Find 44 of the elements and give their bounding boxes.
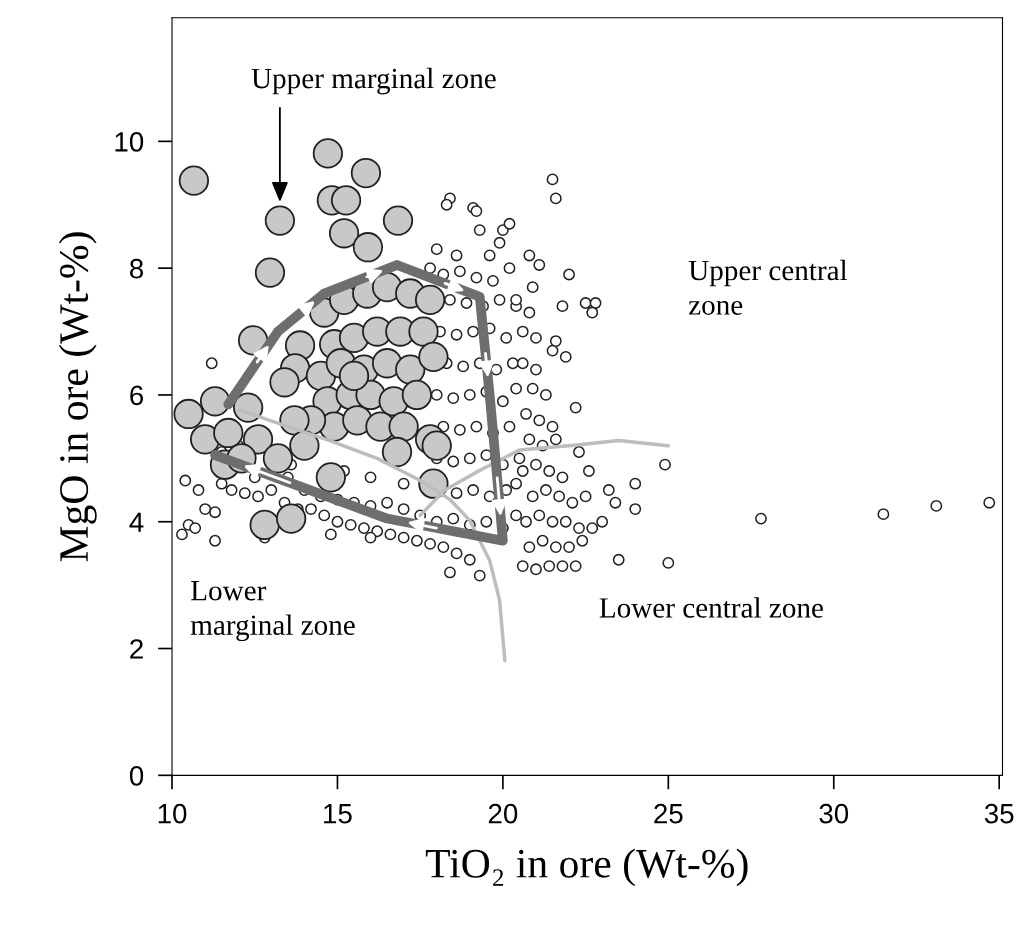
annotation: Upper marginal zone bbox=[251, 67, 496, 95]
y-tick-label: 8 bbox=[130, 258, 144, 279]
y-axis-title: MgO in ore (Wt-%) bbox=[58, 232, 97, 562]
x-tick-label: 25 bbox=[654, 803, 683, 824]
point bbox=[249, 509, 280, 541]
point bbox=[178, 165, 210, 196]
point bbox=[421, 430, 452, 461]
y-tick-label: 0 bbox=[129, 765, 144, 786]
point bbox=[414, 284, 446, 315]
point bbox=[328, 218, 360, 249]
point bbox=[338, 360, 370, 392]
point bbox=[350, 157, 382, 189]
point bbox=[388, 411, 419, 442]
point bbox=[381, 436, 413, 468]
x-tick-label: 15 bbox=[324, 804, 352, 824]
point bbox=[382, 205, 414, 236]
point bbox=[276, 503, 307, 534]
y-tick-label: 10 bbox=[115, 132, 144, 152]
x-tick-label: 10 bbox=[158, 803, 187, 824]
point bbox=[289, 430, 320, 461]
point bbox=[213, 417, 244, 449]
point bbox=[264, 205, 296, 236]
annotation: Lower marginal zone bbox=[190, 581, 355, 642]
y-tick-label: 4 bbox=[129, 512, 144, 532]
point bbox=[401, 379, 433, 411]
point bbox=[408, 316, 439, 347]
x-tick-label: 20 bbox=[488, 803, 518, 824]
point bbox=[352, 232, 384, 263]
y-tick-label: 6 bbox=[130, 385, 144, 406]
x-axis-title: TiO₂ in ore (Wt-%) bbox=[425, 848, 748, 887]
point bbox=[330, 185, 362, 216]
point bbox=[312, 138, 344, 169]
point bbox=[269, 367, 300, 398]
point bbox=[254, 257, 286, 288]
x-tick-label: 35 bbox=[984, 803, 1014, 824]
point bbox=[199, 386, 231, 417]
point bbox=[315, 462, 346, 493]
point bbox=[418, 341, 449, 373]
annotation: Lower central zone bbox=[599, 597, 823, 618]
y-tick-label: 2 bbox=[130, 639, 143, 659]
x-tick-label: 30 bbox=[819, 803, 849, 824]
annotation: Upper central zone bbox=[688, 259, 848, 315]
point bbox=[173, 398, 204, 430]
point bbox=[262, 443, 294, 474]
